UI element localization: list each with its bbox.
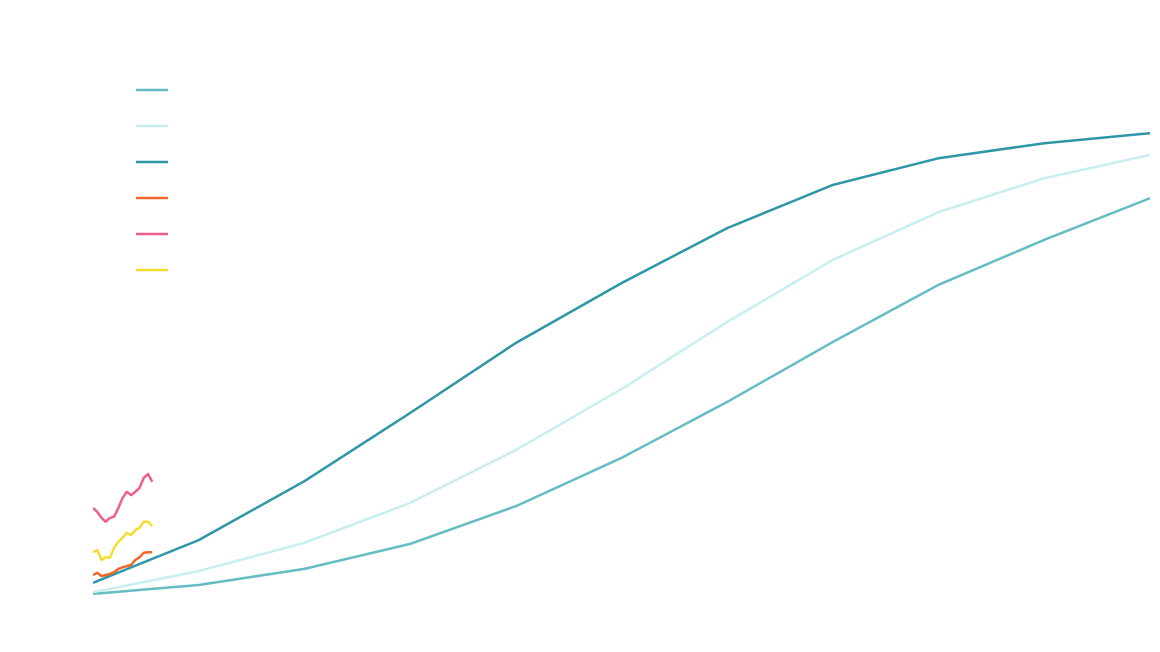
series-line bbox=[93, 551, 153, 578]
series-line bbox=[93, 520, 154, 562]
series-line bbox=[93, 131, 1150, 584]
series-line bbox=[93, 197, 1150, 596]
series-line bbox=[93, 153, 1150, 594]
series-line bbox=[93, 472, 154, 523]
